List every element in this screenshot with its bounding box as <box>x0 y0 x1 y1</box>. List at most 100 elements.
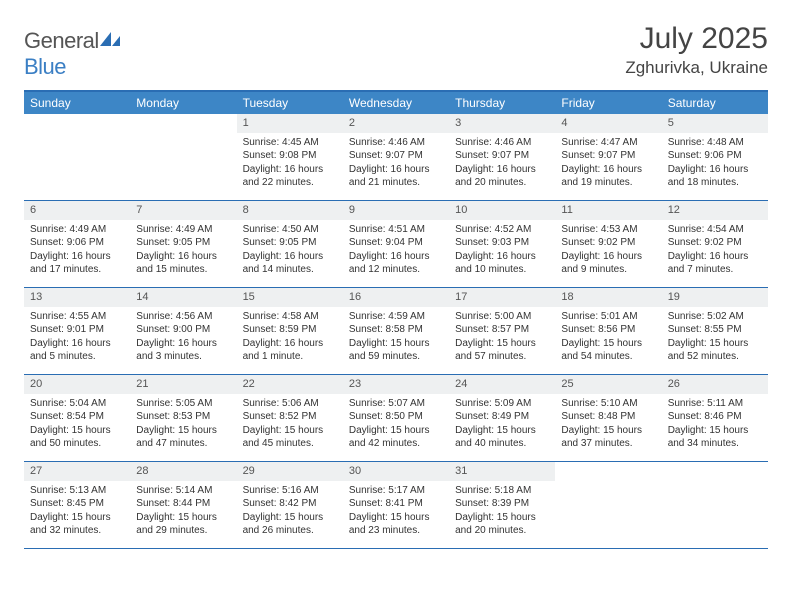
day-line: and 18 minutes. <box>668 176 762 190</box>
day-number: 4 <box>555 114 661 133</box>
day-line: Daylight: 15 hours <box>561 424 655 438</box>
day-line: Daylight: 16 hours <box>349 163 443 177</box>
day-line: Daylight: 16 hours <box>243 337 337 351</box>
day-number: 18 <box>555 288 661 307</box>
day-body: Sunrise: 5:02 AMSunset: 8:55 PMDaylight:… <box>662 307 768 368</box>
day-cell: 24Sunrise: 5:09 AMSunset: 8:49 PMDayligh… <box>449 375 555 461</box>
day-body: Sunrise: 4:49 AMSunset: 9:06 PMDaylight:… <box>24 220 130 281</box>
day-number: 10 <box>449 201 555 220</box>
day-cell: 17Sunrise: 5:00 AMSunset: 8:57 PMDayligh… <box>449 288 555 374</box>
day-cell: 6Sunrise: 4:49 AMSunset: 9:06 PMDaylight… <box>24 201 130 287</box>
day-body: Sunrise: 5:16 AMSunset: 8:42 PMDaylight:… <box>237 481 343 542</box>
day-line: and 14 minutes. <box>243 263 337 277</box>
day-line: Sunrise: 5:00 AM <box>455 310 549 324</box>
day-line: and 17 minutes. <box>30 263 124 277</box>
calendar-grid: Sunday Monday Tuesday Wednesday Thursday… <box>24 90 768 549</box>
day-line: and 10 minutes. <box>455 263 549 277</box>
day-cell: 27Sunrise: 5:13 AMSunset: 8:45 PMDayligh… <box>24 462 130 548</box>
day-line: Daylight: 16 hours <box>136 250 230 264</box>
day-line: Daylight: 16 hours <box>30 250 124 264</box>
day-line: Daylight: 15 hours <box>349 424 443 438</box>
day-number: 11 <box>555 201 661 220</box>
day-number: 9 <box>343 201 449 220</box>
day-number: 12 <box>662 201 768 220</box>
day-body: Sunrise: 5:10 AMSunset: 8:48 PMDaylight:… <box>555 394 661 455</box>
day-cell: . <box>662 462 768 548</box>
day-line: Sunset: 8:39 PM <box>455 497 549 511</box>
day-line: Daylight: 15 hours <box>668 424 762 438</box>
day-cell: 19Sunrise: 5:02 AMSunset: 8:55 PMDayligh… <box>662 288 768 374</box>
day-line: Sunrise: 5:09 AM <box>455 397 549 411</box>
logo-text: GeneralBlue <box>24 28 122 80</box>
day-line: and 1 minute. <box>243 350 337 364</box>
day-body: Sunrise: 4:58 AMSunset: 8:59 PMDaylight:… <box>237 307 343 368</box>
day-line: and 50 minutes. <box>30 437 124 451</box>
day-body: Sunrise: 4:45 AMSunset: 9:08 PMDaylight:… <box>237 133 343 194</box>
day-line: and 42 minutes. <box>349 437 443 451</box>
day-cell: 13Sunrise: 4:55 AMSunset: 9:01 PMDayligh… <box>24 288 130 374</box>
day-line: Sunset: 8:44 PM <box>136 497 230 511</box>
day-line: Daylight: 16 hours <box>136 337 230 351</box>
day-cell: 26Sunrise: 5:11 AMSunset: 8:46 PMDayligh… <box>662 375 768 461</box>
day-body: Sunrise: 5:14 AMSunset: 8:44 PMDaylight:… <box>130 481 236 542</box>
day-number: 28 <box>130 462 236 481</box>
day-cell: 28Sunrise: 5:14 AMSunset: 8:44 PMDayligh… <box>130 462 236 548</box>
day-number: 2 <box>343 114 449 133</box>
day-cell: 8Sunrise: 4:50 AMSunset: 9:05 PMDaylight… <box>237 201 343 287</box>
dow-thursday: Thursday <box>449 92 555 114</box>
day-line: and 3 minutes. <box>136 350 230 364</box>
day-cell: 4Sunrise: 4:47 AMSunset: 9:07 PMDaylight… <box>555 114 661 200</box>
day-line: Sunrise: 4:47 AM <box>561 136 655 150</box>
day-body: Sunrise: 5:17 AMSunset: 8:41 PMDaylight:… <box>343 481 449 542</box>
location-label: Zghurivka, Ukraine <box>625 58 768 78</box>
day-line: Sunrise: 4:55 AM <box>30 310 124 324</box>
day-line: Sunrise: 5:17 AM <box>349 484 443 498</box>
day-line: Daylight: 15 hours <box>455 424 549 438</box>
day-line: and 29 minutes. <box>136 524 230 538</box>
week-row: ..1Sunrise: 4:45 AMSunset: 9:08 PMDaylig… <box>24 114 768 201</box>
day-cell: 29Sunrise: 5:16 AMSunset: 8:42 PMDayligh… <box>237 462 343 548</box>
day-body: Sunrise: 4:49 AMSunset: 9:05 PMDaylight:… <box>130 220 236 281</box>
day-line: Sunset: 8:59 PM <box>243 323 337 337</box>
day-line: Sunrise: 5:11 AM <box>668 397 762 411</box>
day-line: and 47 minutes. <box>136 437 230 451</box>
day-number: 19 <box>662 288 768 307</box>
day-number: 15 <box>237 288 343 307</box>
day-line: Sunset: 9:06 PM <box>30 236 124 250</box>
day-line: Sunrise: 4:46 AM <box>349 136 443 150</box>
day-line: Sunrise: 4:54 AM <box>668 223 762 237</box>
day-line: Sunrise: 4:46 AM <box>455 136 549 150</box>
day-number: 1 <box>237 114 343 133</box>
day-line: and 23 minutes. <box>349 524 443 538</box>
day-line: Sunset: 9:02 PM <box>561 236 655 250</box>
logo-word-1: General <box>24 28 99 53</box>
day-line: Sunset: 8:42 PM <box>243 497 337 511</box>
day-body: Sunrise: 5:11 AMSunset: 8:46 PMDaylight:… <box>662 394 768 455</box>
day-number: 17 <box>449 288 555 307</box>
day-line: Sunset: 9:04 PM <box>349 236 443 250</box>
day-line: Sunrise: 5:01 AM <box>561 310 655 324</box>
day-body: Sunrise: 5:13 AMSunset: 8:45 PMDaylight:… <box>24 481 130 542</box>
day-line: Sunrise: 5:13 AM <box>30 484 124 498</box>
day-cell: 15Sunrise: 4:58 AMSunset: 8:59 PMDayligh… <box>237 288 343 374</box>
day-line: and 26 minutes. <box>243 524 337 538</box>
dow-tuesday: Tuesday <box>237 92 343 114</box>
day-number: 14 <box>130 288 236 307</box>
day-line: Daylight: 16 hours <box>561 163 655 177</box>
day-line: Daylight: 15 hours <box>561 337 655 351</box>
weeks-container: ..1Sunrise: 4:45 AMSunset: 9:08 PMDaylig… <box>24 114 768 549</box>
day-line: Sunset: 8:56 PM <box>561 323 655 337</box>
day-line: and 32 minutes. <box>30 524 124 538</box>
day-body: Sunrise: 5:05 AMSunset: 8:53 PMDaylight:… <box>130 394 236 455</box>
day-line: Sunrise: 5:05 AM <box>136 397 230 411</box>
title-block: July 2025 Zghurivka, Ukraine <box>625 22 768 78</box>
dow-friday: Friday <box>555 92 661 114</box>
day-line: Sunset: 8:41 PM <box>349 497 443 511</box>
day-line: and 40 minutes. <box>455 437 549 451</box>
day-cell: 21Sunrise: 5:05 AMSunset: 8:53 PMDayligh… <box>130 375 236 461</box>
day-body: Sunrise: 5:04 AMSunset: 8:54 PMDaylight:… <box>24 394 130 455</box>
day-line: Sunset: 8:53 PM <box>136 410 230 424</box>
dow-sunday: Sunday <box>24 92 130 114</box>
day-line: Sunrise: 4:49 AM <box>30 223 124 237</box>
day-line: Daylight: 15 hours <box>668 337 762 351</box>
